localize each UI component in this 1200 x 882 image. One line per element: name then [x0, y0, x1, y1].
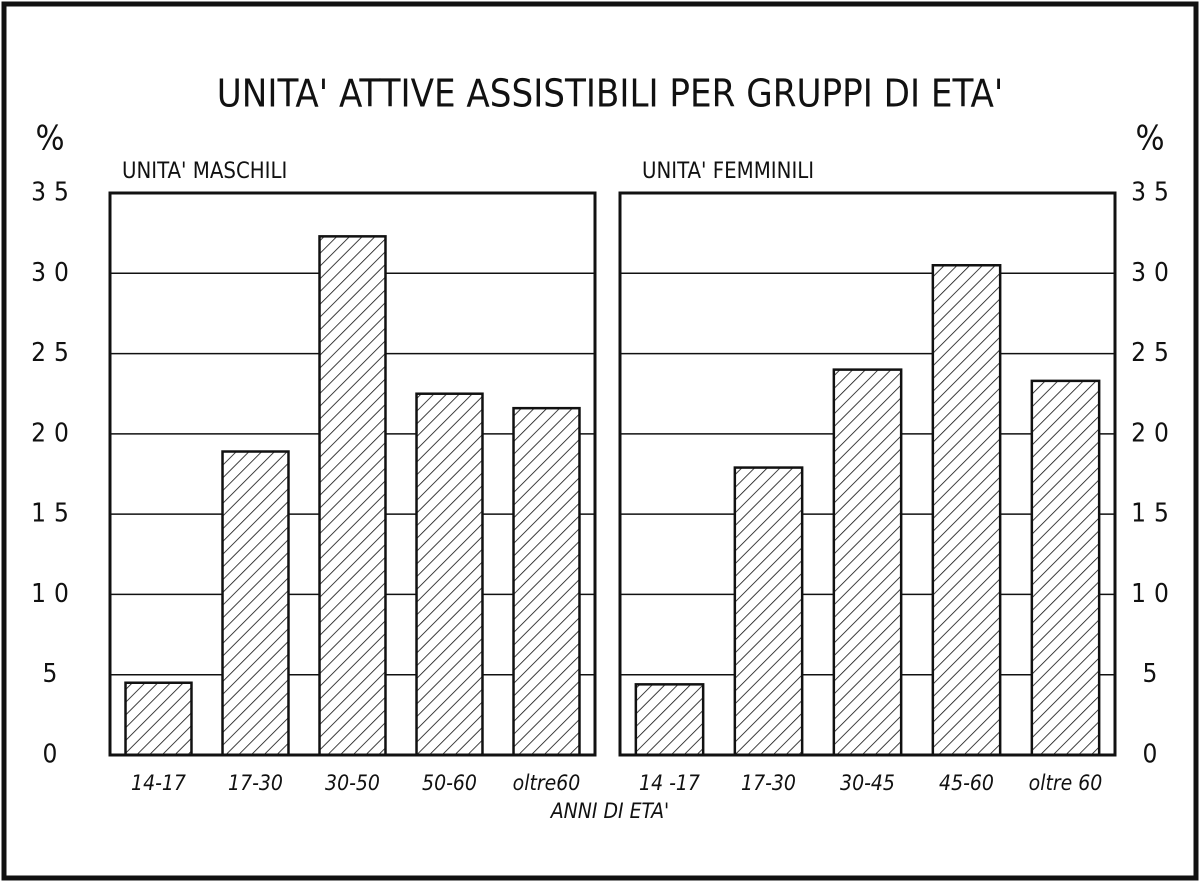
x-tick-label: 30-50 [325, 771, 380, 795]
y-tick-label: 35 [1131, 178, 1177, 208]
bar [1030, 379, 1101, 757]
y-tick-label: 0 [1143, 740, 1166, 770]
bar [318, 235, 387, 757]
x-tick-label: 30-45 [840, 771, 895, 795]
y-tick-label: 0 [43, 740, 66, 770]
bar [931, 264, 1002, 757]
y-tick-label: 15 [31, 499, 77, 529]
y-tick-label: 20 [1131, 418, 1177, 448]
y-tick-label: 15 [1131, 499, 1177, 529]
y-tick-label: 10 [31, 579, 77, 609]
y-tick-label: 10 [1131, 579, 1177, 609]
x-axis-label: ANNI DI ETA' [550, 799, 670, 823]
y-axis-label: % [1135, 119, 1164, 159]
bar [221, 450, 290, 757]
panel-frame [618, 191, 1117, 757]
y-tick-label: 25 [1131, 338, 1177, 368]
x-tick-label: 14-17 [131, 771, 186, 795]
bar [415, 392, 484, 757]
y-tick-label: 30 [1131, 258, 1177, 288]
panel-subtitle: UNITA' FEMMINILI [642, 159, 814, 184]
bar [832, 368, 903, 757]
x-tick-label: 50-60 [422, 771, 477, 795]
y-tick-label: 35 [31, 178, 77, 208]
x-tick-label: 45-60 [939, 771, 994, 795]
chart-title: UNITA' ATTIVE ASSISTIBILI PER GRUPPI DI … [217, 72, 1003, 116]
bar [733, 466, 804, 757]
x-tick-label: oltre 60 [1029, 771, 1103, 795]
bar [124, 681, 193, 757]
y-tick-label: 30 [31, 258, 77, 288]
y-tick-label: 5 [43, 659, 66, 689]
x-tick-label: 17-30 [228, 771, 283, 795]
bar [634, 683, 705, 757]
y-tick-label: 25 [31, 338, 77, 368]
y-tick-label: 20 [31, 418, 77, 448]
x-tick-label: 17-30 [741, 771, 796, 795]
x-tick-label: oltre60 [513, 771, 581, 795]
y-axis-label: % [35, 119, 64, 159]
x-tick-label: 14 -17 [639, 771, 700, 795]
bar [512, 406, 581, 757]
panel-subtitle: UNITA' MASCHILI [122, 159, 287, 184]
panel-frame [108, 191, 597, 757]
y-tick-label: 5 [1143, 659, 1166, 689]
